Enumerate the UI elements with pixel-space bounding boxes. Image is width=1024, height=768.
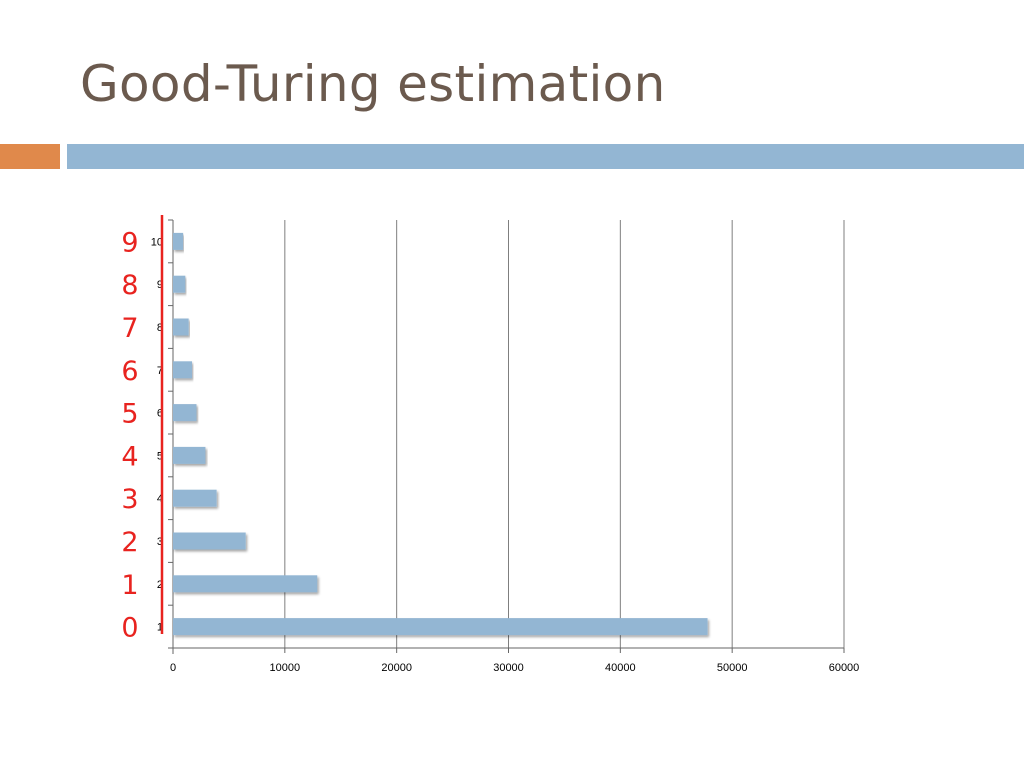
bar-5 (173, 446, 206, 464)
x-tick-label: 60000 (829, 662, 860, 674)
slide-title: Good-Turing estimation (80, 55, 666, 113)
y-tick-label: 1 (157, 622, 163, 634)
bar-9 (173, 275, 186, 293)
accent-bar-blue (67, 144, 1024, 169)
annotation-label: 7 (121, 313, 138, 344)
annotation-label: 6 (121, 356, 138, 387)
annotation-label: 2 (121, 527, 138, 558)
annotation-label: 8 (121, 270, 138, 301)
bar-10 (173, 232, 184, 250)
y-tick-label: 9 (157, 279, 163, 291)
x-tick-label: 40000 (605, 662, 636, 674)
bar-7 (173, 361, 193, 379)
y-tick-label: 8 (157, 322, 163, 334)
y-tick-label: 4 (157, 493, 163, 505)
bar-3 (173, 532, 246, 550)
x-tick-label: 20000 (381, 662, 412, 674)
annotation-label: 9 (121, 227, 138, 258)
bar-1 (173, 618, 708, 636)
annotation-label: 1 (121, 570, 138, 601)
annotation-label: 3 (121, 484, 138, 515)
annotation-label: 0 (121, 613, 138, 644)
x-tick-label: 0 (170, 662, 176, 674)
accent-bar-orange (0, 144, 60, 169)
y-tick-label: 6 (157, 408, 163, 420)
bar-2 (173, 575, 318, 593)
x-tick-label: 50000 (717, 662, 748, 674)
annotation-label: 4 (121, 441, 138, 472)
bar-4 (173, 489, 217, 507)
bar-8 (173, 318, 189, 336)
y-tick-label: 5 (157, 450, 163, 462)
y-tick-label: 10 (151, 236, 163, 248)
x-tick-label: 30000 (493, 662, 524, 674)
annotation-label: 5 (121, 399, 138, 430)
y-tick-label: 3 (157, 536, 163, 548)
y-tick-label: 7 (157, 365, 163, 377)
x-tick-label: 10000 (270, 662, 301, 674)
y-tick-label: 2 (157, 579, 163, 591)
bar-6 (173, 404, 197, 422)
